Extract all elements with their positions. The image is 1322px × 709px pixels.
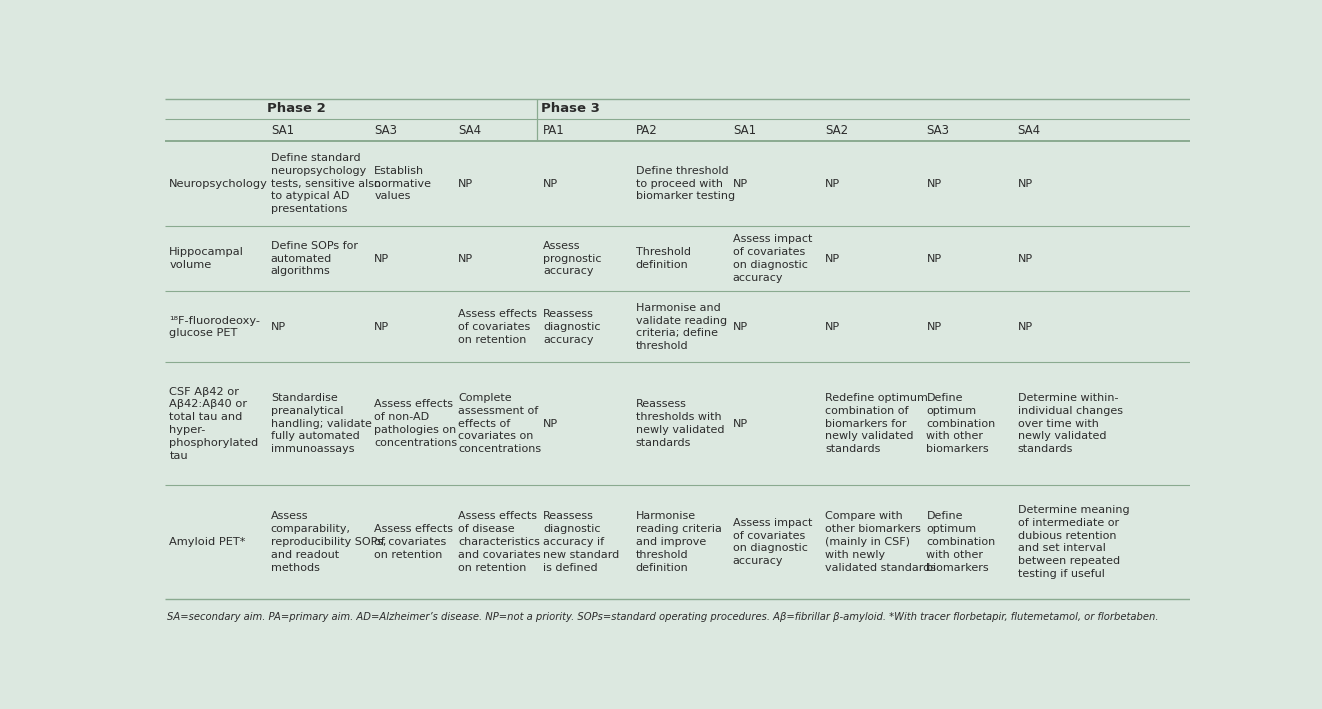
Text: Determine within-
individual changes
over time with
newly validated
standards: Determine within- individual changes ove… [1018,393,1122,454]
Text: Define SOPs for
automated
algorithms: Define SOPs for automated algorithms [271,241,358,277]
Text: CSF Aβ42 or
Aβ42:Aβ40 or
total tau and
hyper-
phosphorylated
tau: CSF Aβ42 or Aβ42:Aβ40 or total tau and h… [169,386,259,461]
Text: Assess effects
of covariates
on retention: Assess effects of covariates on retentio… [374,524,453,560]
Text: Define threshold
to proceed with
biomarker testing: Define threshold to proceed with biomark… [636,166,735,201]
Text: SA4: SA4 [459,123,481,137]
Text: Assess
prognostic
accuracy: Assess prognostic accuracy [543,241,602,277]
Text: Reassess
diagnostic
accuracy: Reassess diagnostic accuracy [543,309,600,345]
Text: NP: NP [927,322,941,332]
Text: Complete
assessment of
effects of
covariates on
concentrations: Complete assessment of effects of covari… [459,393,542,454]
Text: NP: NP [543,418,558,428]
Text: Assess impact
of covariates
on diagnostic
accuracy: Assess impact of covariates on diagnosti… [732,518,812,566]
Text: NP: NP [825,322,841,332]
Text: NP: NP [271,322,286,332]
Text: Amyloid PET*: Amyloid PET* [169,537,246,547]
Text: NP: NP [825,179,841,189]
Text: Assess effects
of disease
characteristics
and covariates
on retention: Assess effects of disease characteristic… [459,511,541,573]
Text: Define
optimum
combination
with other
biomarkers: Define optimum combination with other bi… [927,511,995,573]
Text: Assess effects
of covariates
on retention: Assess effects of covariates on retentio… [459,309,537,345]
Text: SA3: SA3 [374,123,397,137]
Text: Establish
normative
values: Establish normative values [374,166,431,201]
Text: NP: NP [732,322,748,332]
Text: SA2: SA2 [825,123,849,137]
Text: Assess impact
of covariates
on diagnostic
accuracy: Assess impact of covariates on diagnosti… [732,235,812,283]
Text: Phase 2: Phase 2 [267,102,325,116]
Text: NP: NP [732,179,748,189]
Text: SA4: SA4 [1018,123,1040,137]
Text: NP: NP [543,179,558,189]
Text: Define
optimum
combination
with other
biomarkers: Define optimum combination with other bi… [927,393,995,454]
Text: Determine meaning
of intermediate or
dubious retention
and set interval
between : Determine meaning of intermediate or dub… [1018,505,1129,579]
Text: NP: NP [459,254,473,264]
Text: NP: NP [1018,254,1032,264]
Text: Reassess
diagnostic
accuracy if
new standard
is defined: Reassess diagnostic accuracy if new stan… [543,511,620,573]
Text: SA3: SA3 [927,123,949,137]
Text: NP: NP [825,254,841,264]
Text: SA1: SA1 [271,123,293,137]
Text: Assess
comparability,
reproducibility SOPs,
and readout
methods: Assess comparability, reproducibility SO… [271,511,386,573]
Text: Harmonise
reading criteria
and improve
threshold
definition: Harmonise reading criteria and improve t… [636,511,722,573]
Text: SA1: SA1 [732,123,756,137]
Text: Compare with
other biomarkers
(mainly in CSF)
with newly
validated standards: Compare with other biomarkers (mainly in… [825,511,936,573]
Text: PA1: PA1 [543,123,564,137]
Text: Reassess
thresholds with
newly validated
standards: Reassess thresholds with newly validated… [636,399,724,448]
Text: Neuropsychology: Neuropsychology [169,179,268,189]
Text: Standardise
preanalytical
handling; validate
fully automated
immunoassays: Standardise preanalytical handling; vali… [271,393,371,454]
Text: Define standard
neuropsychology
tests, sensitive also
to atypical AD
presentatio: Define standard neuropsychology tests, s… [271,153,381,214]
Text: NP: NP [374,254,390,264]
Text: Phase 3: Phase 3 [541,102,600,116]
Text: NP: NP [927,254,941,264]
Text: ¹⁸F-fluorodeoxy-
glucose PET: ¹⁸F-fluorodeoxy- glucose PET [169,316,260,338]
Text: NP: NP [732,418,748,428]
Text: Harmonise and
validate reading
criteria; define
threshold: Harmonise and validate reading criteria;… [636,303,727,351]
Text: Hippocampal
volume: Hippocampal volume [169,247,245,270]
Text: NP: NP [1018,179,1032,189]
Text: PA2: PA2 [636,123,657,137]
Text: Threshold
definition: Threshold definition [636,247,690,270]
Text: Redefine optimum
combination of
biomarkers for
newly validated
standards: Redefine optimum combination of biomarke… [825,393,928,454]
Text: NP: NP [1018,322,1032,332]
Text: NP: NP [459,179,473,189]
Text: Assess effects
of non-AD
pathologies on
concentrations: Assess effects of non-AD pathologies on … [374,399,457,448]
Text: NP: NP [927,179,941,189]
Text: SA=secondary aim. PA=primary aim. AD=Alzheimer’s disease. NP=not a priority. SOP: SA=secondary aim. PA=primary aim. AD=Alz… [168,613,1159,623]
Text: NP: NP [374,322,390,332]
